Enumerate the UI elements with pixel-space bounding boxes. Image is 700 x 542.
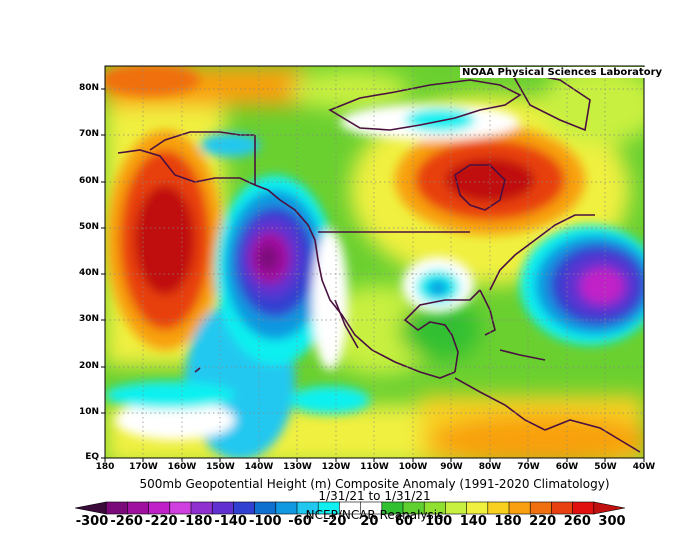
lon-label: 130W [283,462,312,472]
lon-label: 90W [440,462,463,472]
source-label: NCEP/NCAR Reanalysis [305,508,444,522]
lon-label: 160W [167,462,197,472]
colorbar-label: -140 [214,514,247,529]
date-range: 1/31/21 to 1/31/21 [318,489,431,503]
colorbar-label: 60 [394,514,414,529]
credit-label: NOAA Physical Sciences Laboratory [460,67,665,78]
colorbar-label: -260 [110,514,143,529]
lon-label: 100W [398,462,428,472]
colorbar-label: -100 [249,514,282,529]
lon-label: 40W [632,462,656,472]
lat-label: 70N [78,129,99,139]
lon-label: 70W [517,462,540,472]
colorbar-label: 100 [425,514,453,529]
colorbar [74,501,626,515]
colorbar-label: -220 [145,514,178,529]
lat-label: 10N [78,407,99,417]
colorbar-label: -300 [75,514,109,529]
colorbar-label: 260 [563,514,591,529]
colorbar-label: 20 [360,514,379,529]
lat-label: 30N [78,314,99,324]
lon-label: 120W [321,462,351,472]
colorbar-label: -60 [288,514,312,529]
lon-label: 170W [129,462,158,472]
colorbar-swatch [593,501,626,515]
lat-label: EQ [85,452,99,462]
coastlines [117,68,641,453]
lon-label: 110W [360,462,389,472]
axis-ticks [101,88,645,462]
colorbar-swatch [74,501,107,515]
lat-label: 20N [78,361,99,371]
map-title: 500mb Geopotential Height (m) Composite … [139,477,610,491]
lon-label: 80W [478,462,502,472]
colorbar-label: -180 [179,514,213,529]
lon-label: 50W [594,462,617,472]
lon-label: 150W [206,462,235,472]
lat-label: 80N [78,83,99,93]
anomaly-field [105,66,644,458]
colorbar-label: 300 [598,514,626,529]
lat-label: 50N [78,222,99,232]
lon-label: 180 [95,462,115,472]
colorbar-label: 220 [529,514,557,529]
colorbar-label: -20 [322,514,347,529]
colorbar-label: 180 [494,514,522,529]
lon-label: 60W [555,462,579,472]
colorbar-label: 140 [459,514,487,529]
lat-label: 40N [78,268,99,278]
lat-label: 60N [78,176,99,186]
lon-label: 140W [244,462,274,472]
